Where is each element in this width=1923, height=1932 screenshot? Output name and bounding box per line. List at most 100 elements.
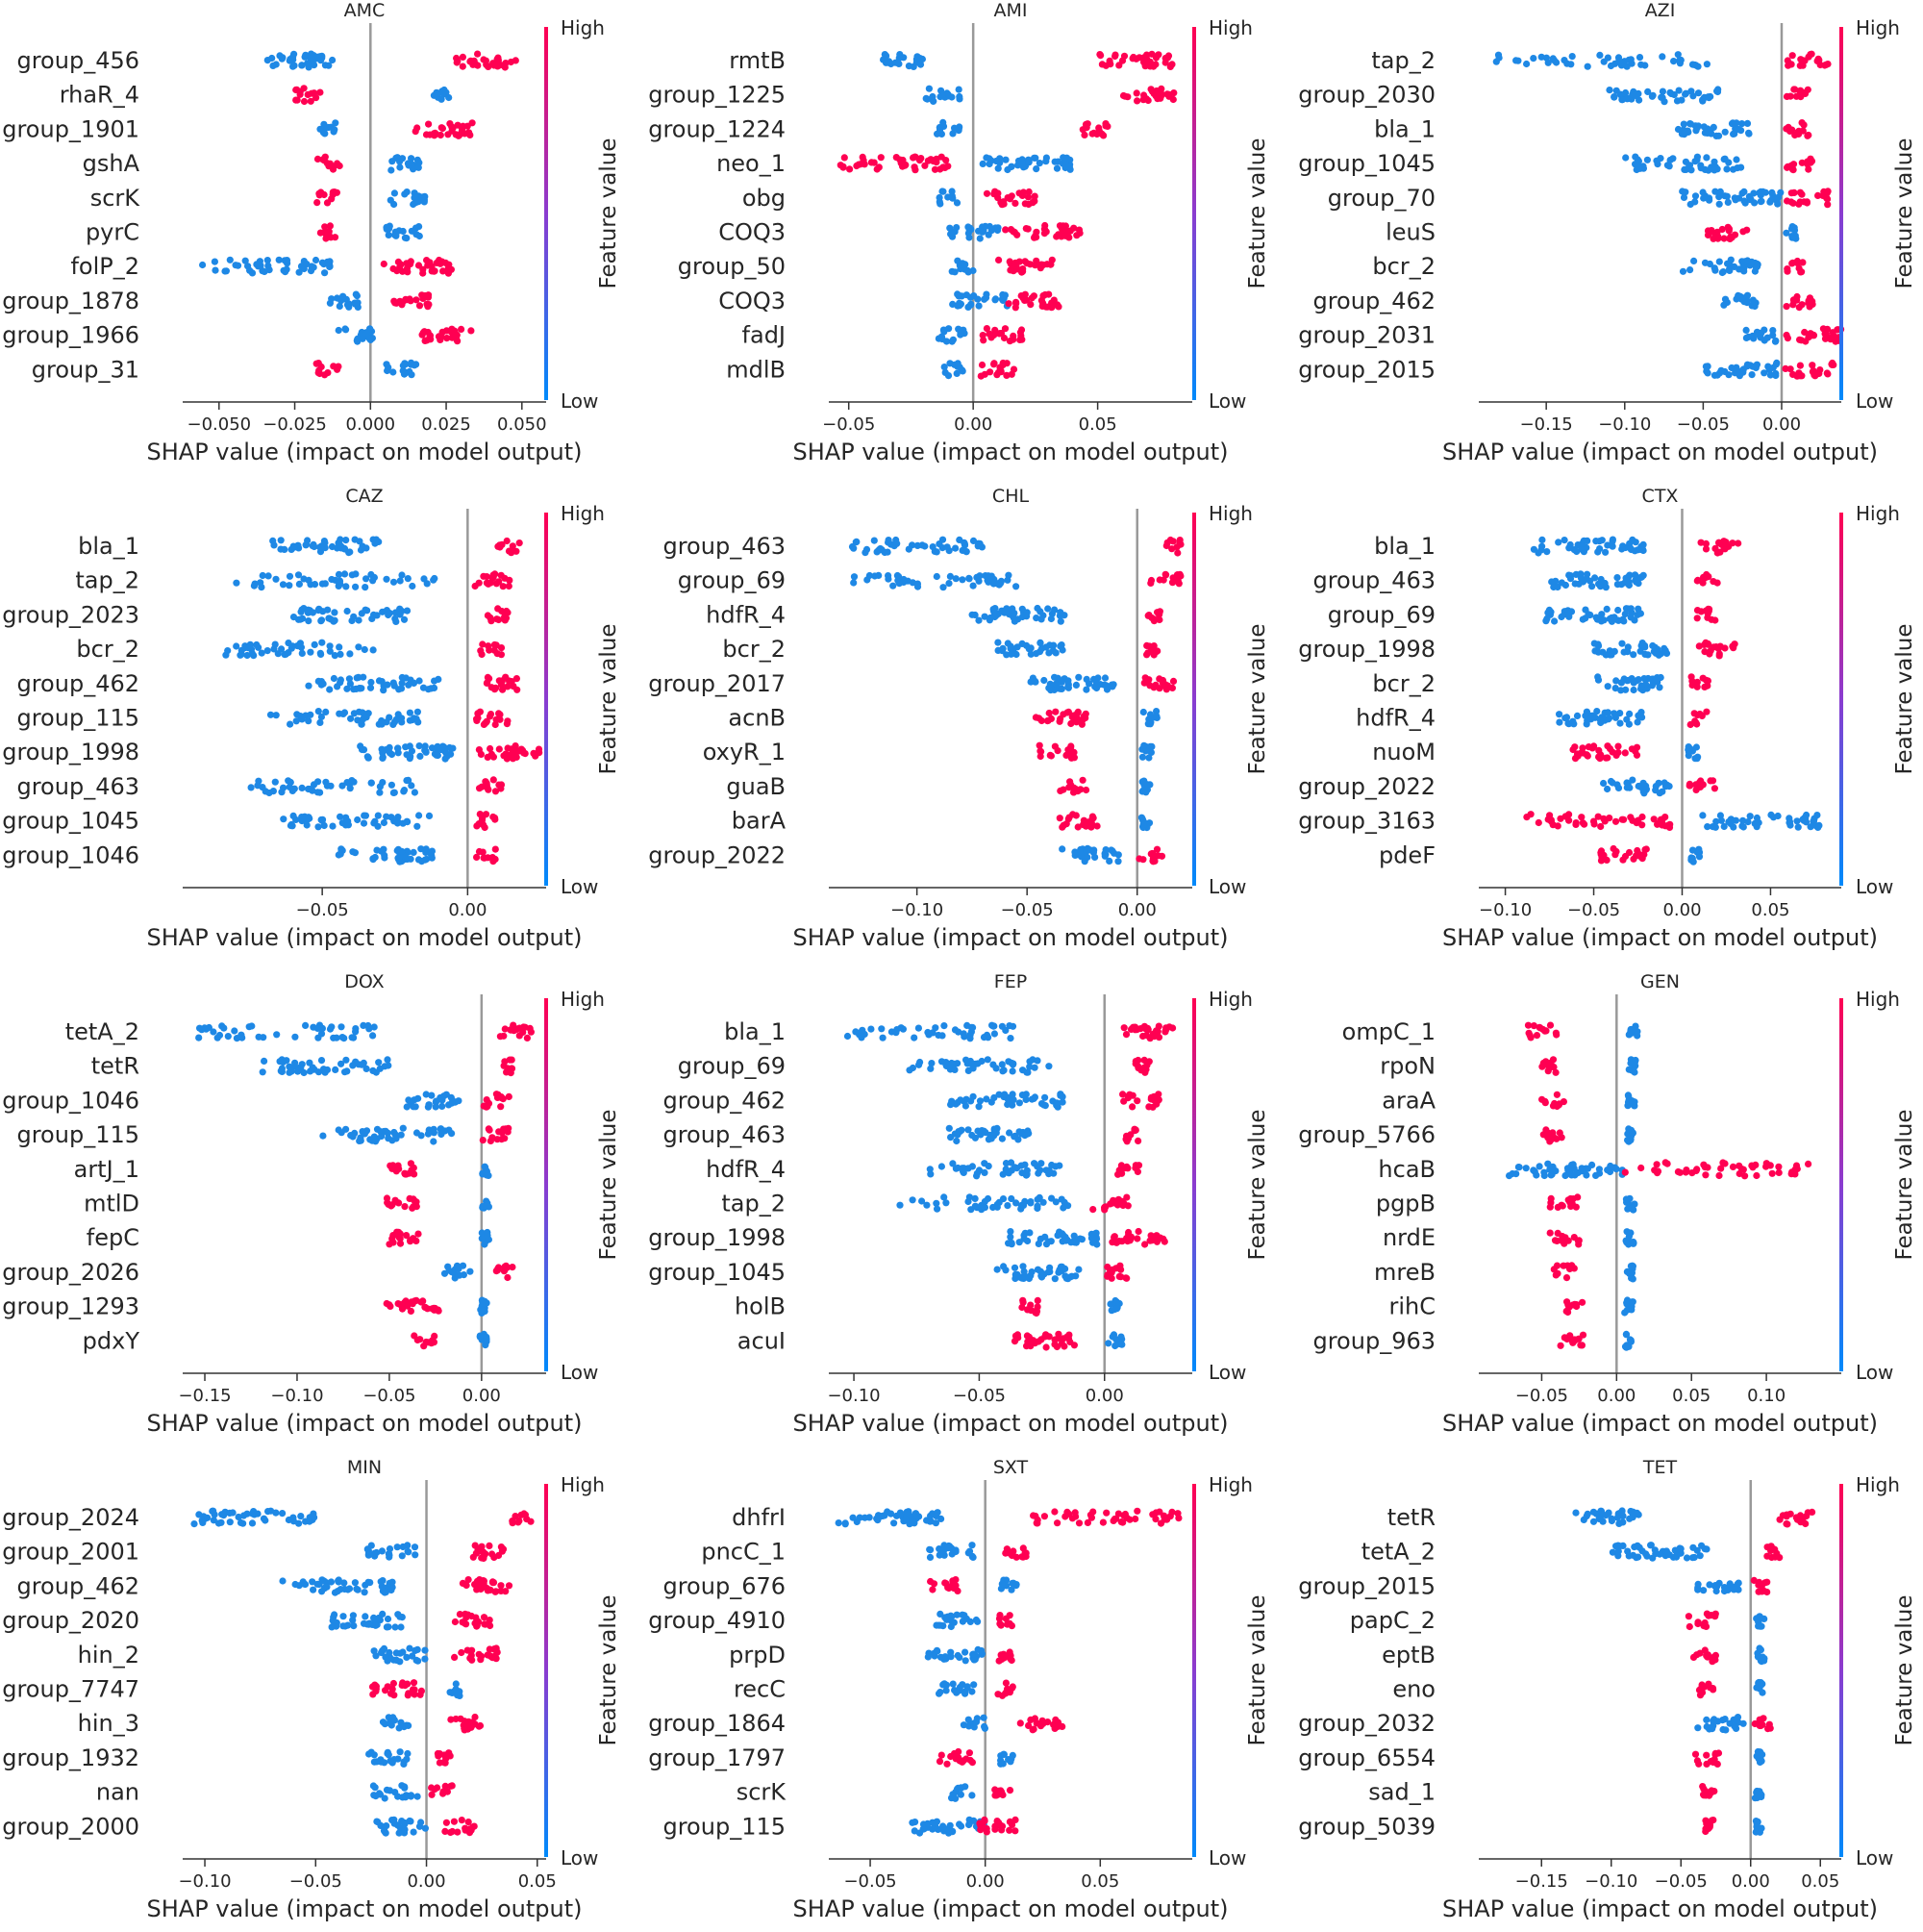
high-value-point [489,571,496,578]
low-value-point [401,1783,408,1790]
low-value-point [407,742,413,749]
low-value-point [1585,611,1591,617]
low-value-point [415,812,422,818]
low-value-point [937,194,943,201]
high-value-point [1694,577,1701,584]
high-value-point [1136,855,1142,862]
high-value-point [1052,709,1059,715]
low-value-point [863,576,870,583]
high-value-point [401,1299,408,1306]
low-value-point [1103,682,1110,689]
low-value-point [1064,684,1071,690]
feature-points [923,86,1178,105]
feature-points [441,1263,516,1282]
colorbar-high-label: High [1209,16,1253,39]
high-value-point [1541,1098,1548,1105]
low-value-point [409,583,415,590]
high-value-point [1784,268,1790,275]
feature-points [934,119,1111,139]
low-value-point [401,190,408,197]
low-value-point [305,607,312,614]
low-value-point [366,325,373,332]
high-value-point [487,1622,493,1629]
low-value-point [249,1519,256,1526]
high-value-point [437,333,444,339]
high-value-point [478,1554,485,1561]
high-value-point [1787,365,1794,372]
low-value-point [1544,610,1551,616]
high-value-point [435,1752,441,1759]
high-value-point [439,1791,446,1797]
low-value-point [342,583,349,590]
low-value-point [1588,1162,1595,1168]
high-value-point [509,1057,515,1064]
low-value-point [373,1758,380,1765]
feature-points [1523,811,1822,831]
high-value-point [1094,822,1101,829]
high-value-point [492,788,499,794]
feature-points [222,640,505,660]
panel-title: CTX [1642,486,1679,507]
high-value-point [1550,1102,1557,1109]
high-value-point [395,1300,402,1307]
low-value-point [1035,1267,1041,1273]
low-value-point [408,360,414,366]
high-value-point [1022,200,1029,207]
x-tick-label: −0.05 [822,414,875,435]
high-value-point [1032,233,1038,239]
feature-label: neo_1 [716,150,786,177]
low-value-point [416,233,423,239]
high-value-point [1622,749,1629,756]
x-axis-label: SHAP value (impact on model output) [1442,439,1878,465]
feature-points [994,1263,1131,1283]
x-tick-label: −0.10 [1479,900,1532,920]
high-value-point [1784,332,1790,339]
low-value-point [359,1062,365,1068]
low-value-point [374,823,381,830]
low-value-point [358,1138,364,1144]
high-value-point [1725,224,1732,231]
low-value-point [256,1034,262,1041]
high-value-point [994,189,1001,196]
feature-points [1600,777,1718,797]
feature-label: mdlB [726,356,786,383]
low-value-point [338,783,345,790]
high-value-point [506,1582,512,1589]
low-value-point [244,652,251,659]
low-value-point [1009,1240,1015,1246]
low-value-point [1591,574,1598,581]
low-value-point [1728,820,1735,827]
low-value-point [1720,268,1727,275]
low-value-point [297,1513,304,1519]
high-value-point [1147,1238,1154,1244]
high-value-point [455,122,462,129]
high-value-point [460,54,466,61]
high-value-point [496,677,503,684]
high-value-point [468,1652,475,1659]
low-value-point [1606,87,1612,93]
low-value-point [403,1654,410,1661]
low-value-point [319,1133,326,1140]
low-value-point [284,257,290,263]
low-value-point [248,784,255,790]
high-value-point [1686,782,1693,789]
low-value-point [1663,783,1670,790]
high-value-point [1578,814,1585,820]
feature-label: nuoM [1372,739,1436,765]
high-value-point [314,156,321,163]
low-value-point [938,131,945,138]
high-value-point [1143,642,1150,649]
high-value-point [1154,1239,1161,1245]
high-value-point [1721,644,1728,651]
colorbar-low-label: Low [561,1846,598,1869]
high-value-point [1558,1342,1564,1349]
low-value-point [1725,199,1732,206]
high-value-point [460,63,466,70]
x-tick-label: −0.05 [296,900,349,920]
low-value-point [387,166,394,173]
low-value-point [320,1066,327,1072]
feature-label: group_2022 [648,841,786,868]
low-value-point [290,543,297,550]
low-value-point [1616,58,1623,64]
low-value-point [1713,133,1720,139]
